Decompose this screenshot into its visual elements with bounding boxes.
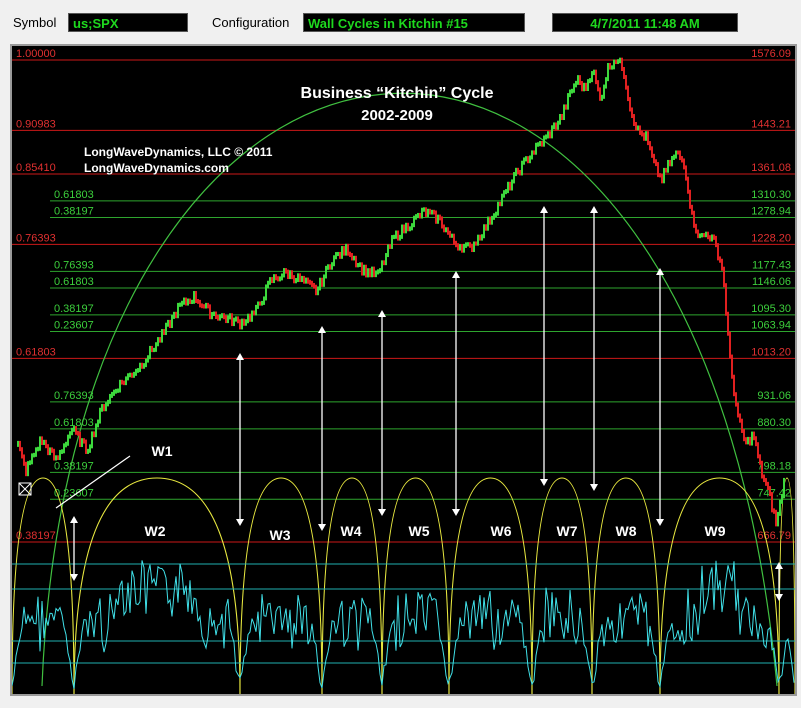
level-price-label: 1095.30 xyxy=(751,303,791,315)
cycle-arrow-head-up xyxy=(236,353,244,360)
wave-arc xyxy=(11,477,75,695)
symbol-field[interactable]: us;SPX xyxy=(68,13,188,32)
level-price-label: 931.06 xyxy=(757,390,791,402)
cycle-arrow-head-up xyxy=(452,271,460,278)
level-price-label: 666.79 xyxy=(757,530,791,542)
level-price-label: 1310.30 xyxy=(751,189,791,201)
wave-label: W5 xyxy=(409,523,430,539)
level-ratio-label: 0.23607 xyxy=(54,487,94,499)
level-price-label: 1278.94 xyxy=(751,206,791,218)
cycle-arrow-head-up xyxy=(590,206,598,213)
wave-label: W2 xyxy=(145,523,166,539)
cycle-arrow-head-up xyxy=(656,268,664,275)
level-ratio-label: 0.38197 xyxy=(54,303,94,315)
oscillator xyxy=(11,560,795,689)
datetime-field: 4/7/2011 11:48 AM xyxy=(552,13,738,32)
chart-panel: 1.00000 1576.09 0.90983 1443.21 0.85410 1361.… xyxy=(10,44,797,696)
level-ratio-label: 0.38197 xyxy=(54,460,94,472)
w1-pointer xyxy=(55,455,131,509)
cycle-arrows xyxy=(55,206,783,601)
cycle-arrow-head-down xyxy=(656,519,664,526)
wave-arc xyxy=(381,477,450,695)
big-cycle-arc xyxy=(41,92,778,687)
wave-label: W7 xyxy=(557,523,578,539)
configuration-field[interactable]: Wall Cycles in Kitchin #15 xyxy=(303,13,525,32)
cycle-arrow-head-down xyxy=(540,479,548,486)
level-price-label: 1177.43 xyxy=(752,259,791,271)
wave-arc xyxy=(73,477,241,695)
level-ratio-label: 0.90983 xyxy=(16,118,56,130)
cycle-arrow-head-down xyxy=(236,519,244,526)
level-ratio-label: 0.61803 xyxy=(16,346,56,358)
level-ratio-label: 0.61803 xyxy=(54,276,94,288)
wave-arcs xyxy=(11,477,796,695)
cycle-arrow-head-down xyxy=(590,484,598,491)
level-price-label: 1146.06 xyxy=(752,276,791,288)
cycle-arrow-head-up xyxy=(378,310,386,317)
big-cycle-arc xyxy=(41,92,778,687)
level-price-label: 1063.94 xyxy=(751,319,791,331)
level-price-label: 1361.08 xyxy=(751,162,791,174)
wave-arc xyxy=(778,477,796,695)
level-ratio-label: 0.38197 xyxy=(54,206,94,218)
level-price-label: 798.18 xyxy=(757,460,791,472)
level-ratio-label: 0.76393 xyxy=(16,232,56,244)
credit-line-2: LongWaveDynamics.com xyxy=(84,161,229,175)
cycle-arrow-head-up xyxy=(318,326,326,333)
level-price-label: 1013.20 xyxy=(751,346,791,358)
cycle-arrow-head-down xyxy=(318,524,326,531)
level-ratio-label: 0.76393 xyxy=(54,259,94,271)
configuration-label: Configuration xyxy=(212,15,290,30)
toolbar: Symbol us;SPX Configuration Wall Cycles … xyxy=(0,0,801,44)
credit-line-1: LongWaveDynamics, LLC © 2011 xyxy=(84,145,273,159)
level-price-label: 747.42 xyxy=(757,487,791,499)
cycle-arrow-head-up xyxy=(775,562,783,569)
symbol-label: Symbol xyxy=(13,15,57,30)
cycle-arrow-head-down xyxy=(70,574,78,581)
level-ratio-label: 0.76393 xyxy=(54,390,94,402)
cycle-arrow-head-up xyxy=(70,516,78,523)
price-series xyxy=(17,57,785,527)
chart-subtitle: 2002-2009 xyxy=(361,107,433,124)
wave-arc xyxy=(591,477,661,695)
level-ratio-label: 0.38197 xyxy=(16,530,56,542)
wave-arc xyxy=(321,477,383,695)
cycle-arrow-head-down xyxy=(775,594,783,601)
level-ratio-label: 0.85410 xyxy=(16,162,56,174)
cycle-arrow-head-down xyxy=(452,509,460,516)
wave-arc xyxy=(659,477,780,695)
oscillator-line xyxy=(11,560,795,689)
wave-labels: W1 W2 W3 W4 W5 W6 W7 W8 W9 xyxy=(145,443,726,543)
cycle-arrow-head-up xyxy=(540,206,548,213)
level-price-label: 1576.09 xyxy=(751,48,791,60)
wave-arc xyxy=(531,477,593,695)
wave-label: W6 xyxy=(491,523,512,539)
level-ratio-label: 0.23607 xyxy=(54,319,94,331)
wave-arc xyxy=(239,477,323,695)
chart-title: Business “Kitchin” Cycle xyxy=(301,85,494,102)
crosshair-toggle-icon[interactable] xyxy=(18,482,32,496)
kitchin-cycle-chart: 1.00000 1576.09 0.90983 1443.21 0.85410 1361.… xyxy=(11,48,796,695)
level-ratio-label: 0.61803 xyxy=(54,189,94,201)
cycle-arrow-head-down xyxy=(378,509,386,516)
wave-label: W9 xyxy=(705,523,726,539)
wave-label: W4 xyxy=(341,523,362,539)
level-price-label: 1443.21 xyxy=(751,118,791,130)
level-price-label: 880.30 xyxy=(757,417,791,429)
level-price-label: 1228.20 xyxy=(751,232,791,244)
wave-label: W8 xyxy=(616,523,637,539)
wave-arc xyxy=(448,477,533,695)
wave-label: W3 xyxy=(270,527,291,543)
level-ratio-label: 1.00000 xyxy=(16,48,56,60)
wave-label: W1 xyxy=(152,443,173,459)
